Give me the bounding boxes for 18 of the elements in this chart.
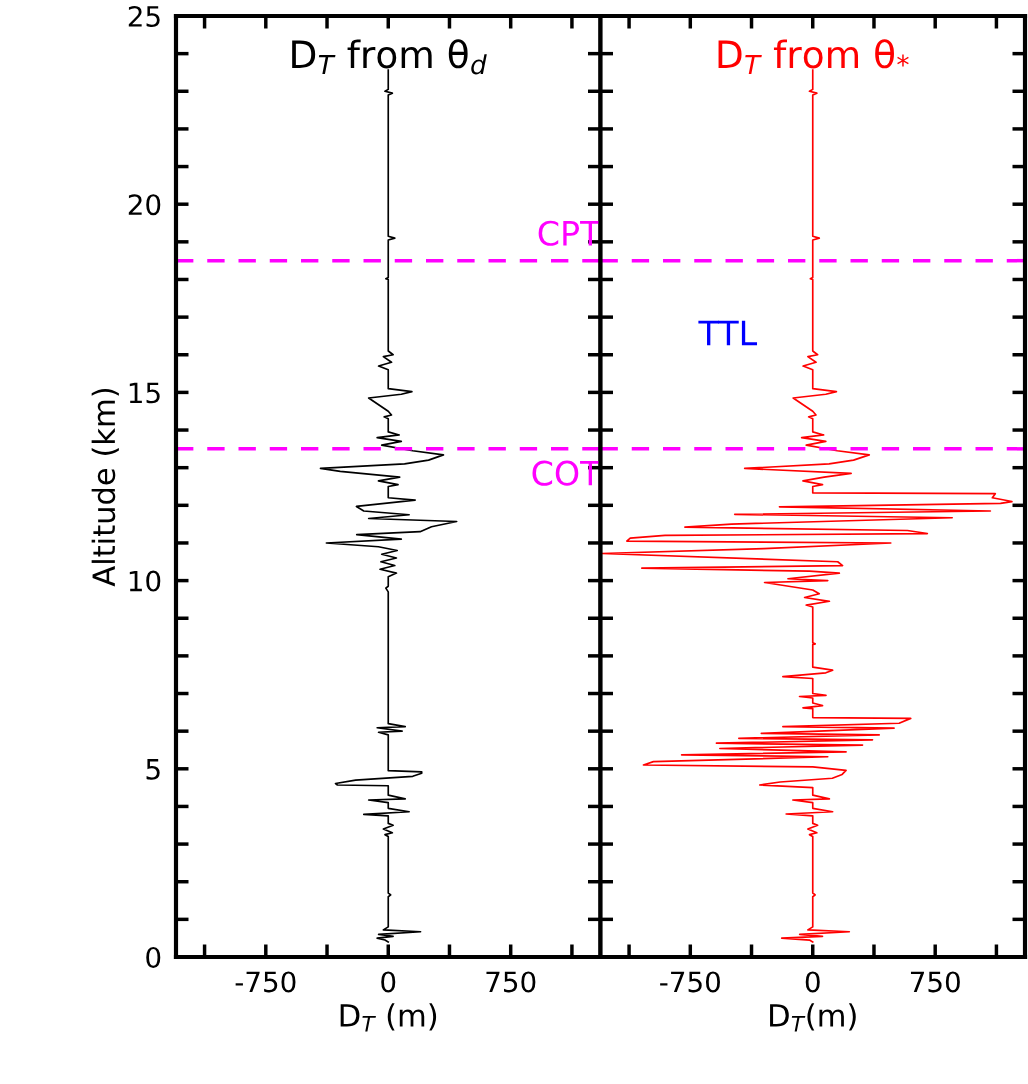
x-tick-label: 0 <box>805 971 820 993</box>
x-tick-label: 0 <box>381 971 396 993</box>
y-tick-label: 25 <box>128 5 160 27</box>
y-tick-label: 5 <box>146 759 160 780</box>
x-tick-label: -750 <box>235 971 296 993</box>
x-axis-title: D$_{T}$(m) <box>770 1003 856 1032</box>
x-tick-label: 750 <box>910 971 960 993</box>
x-tick-label: -750 <box>660 971 720 993</box>
text: D$_{T}$ from θ$_{*}$ <box>718 39 909 75</box>
x-tick-label: 750 <box>486 971 536 993</box>
y-tick-label: 20 <box>128 194 161 216</box>
y-tick-label: 10 <box>129 570 161 592</box>
x-axis-title: D$_{T}$ (m) <box>340 1003 437 1032</box>
y-tick-label: 0 <box>146 946 161 968</box>
annotation: TTL <box>698 320 758 346</box>
y-axis-title: Altitude (km) <box>91 388 119 587</box>
text: D$_{T}$ from θ$_{d}$ <box>292 39 487 75</box>
y-tick-label: 15 <box>129 382 160 404</box>
